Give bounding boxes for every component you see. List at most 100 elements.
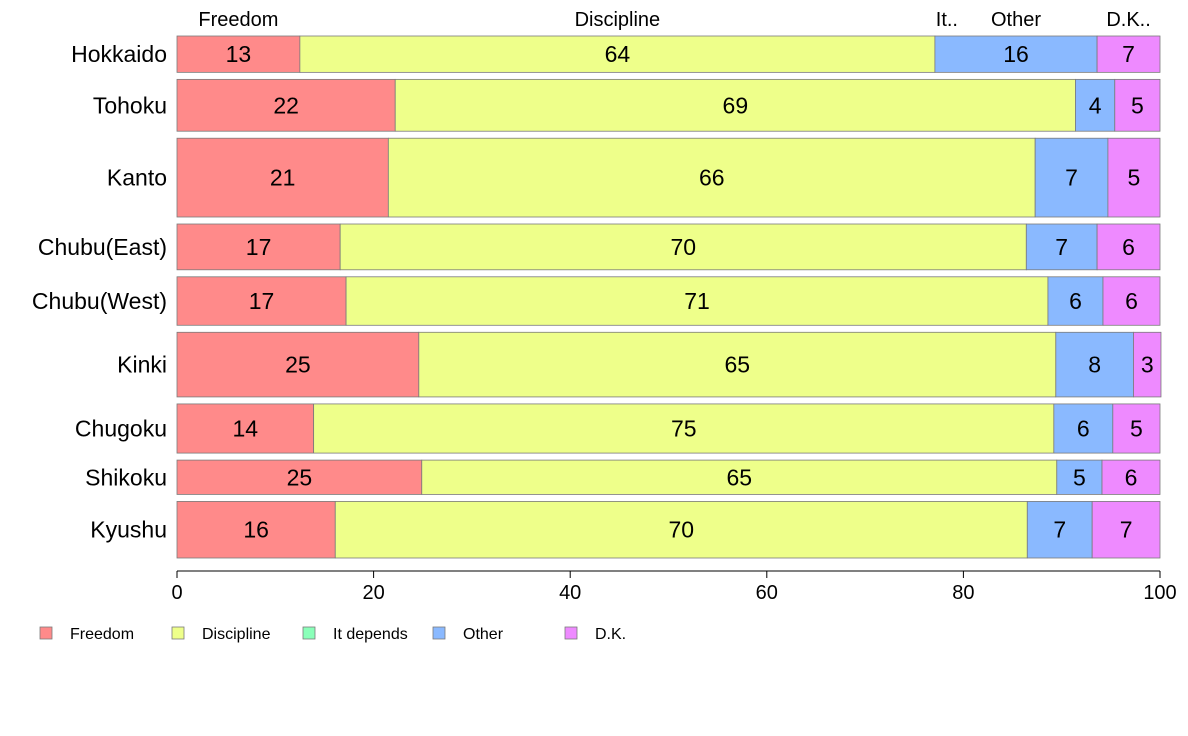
data-label: 22: [273, 92, 299, 118]
data-label: 7: [1120, 517, 1133, 543]
bar-segment-discipline-kinki: [418, 331, 1057, 398]
bar-segment-freedom-chubu-east: [176, 223, 341, 271]
region-labels: Hokkaido Tohoku Kanto Chubu(East) Chubu(West…: [32, 41, 167, 543]
x-tick-label: 20: [362, 582, 384, 604]
bar-segment-d-k-chubu-east: [1096, 223, 1161, 271]
x-tick-label: 100: [1143, 582, 1176, 604]
bar-row-chubu-east: 17 70 7 6: [176, 223, 1161, 271]
x-axis: 0 20 40 60 80 100: [171, 570, 1177, 604]
x-tick-label: 60: [756, 582, 778, 604]
legend-swatch: [39, 626, 53, 640]
bar-row-kinki: 25 65 8 3: [176, 331, 1162, 398]
legend-swatch: [302, 626, 316, 640]
bar-segment-freedom-chugoku: [176, 403, 315, 454]
legend-label: Other: [463, 626, 504, 643]
region-label-chubu-east: Chubu(East): [38, 234, 167, 260]
bar-row-kyushu: 16 70 7 7: [176, 501, 1161, 559]
bar-segment-d-k-chugoku: [1112, 403, 1161, 454]
bar-segment-freedom-chubu-west: [176, 276, 347, 326]
bar-segment-d-k-shikoku: [1101, 459, 1161, 495]
bars: 13 64 16 722 69 4 521 66 7 517 70 7 617 71 6 625 65 8 314 7…: [176, 35, 1162, 559]
data-label: 7: [1053, 517, 1066, 543]
data-label: 75: [671, 416, 697, 442]
data-label: 70: [668, 517, 694, 543]
bar-segment-freedom-kinki: [176, 331, 420, 398]
legend-item-other: Other: [432, 626, 504, 643]
bar-segment-d-k-kyushu: [1091, 501, 1161, 559]
column-label-d-k: D.K..: [1106, 9, 1150, 31]
region-label-kanto: Kanto: [107, 165, 167, 191]
data-label: 13: [226, 41, 252, 67]
bar-segment-discipline-kyushu: [334, 501, 1028, 559]
region-label-hokkaido: Hokkaido: [71, 41, 167, 67]
legend-item-it-depends: It depends: [302, 626, 408, 643]
column-label-discipline: Discipline: [575, 9, 661, 31]
data-label: 69: [723, 92, 749, 118]
data-label: 16: [1003, 41, 1029, 67]
region-label-kinki: Kinki: [117, 352, 167, 378]
data-label: 5: [1131, 92, 1144, 118]
bar-segment-discipline-hokkaido: [299, 35, 936, 73]
column-label-it-depends: It..: [936, 9, 958, 31]
bar-segment-discipline-chubu-west: [345, 276, 1049, 326]
legend: Freedom Discipline It depends Other D.K.: [39, 626, 626, 643]
legend-item-freedom: Freedom: [39, 626, 134, 643]
bar-row-kanto: 21 66 7 5: [176, 137, 1161, 218]
data-label: 7: [1065, 165, 1078, 191]
data-label: 21: [270, 165, 296, 191]
region-label-kyushu: Kyushu: [90, 517, 167, 543]
data-label: 17: [246, 234, 272, 260]
data-label: 71: [684, 288, 710, 314]
data-label: 5: [1073, 464, 1086, 490]
bar-segment-d-k-chubu-west: [1102, 276, 1161, 326]
data-label: 8: [1088, 352, 1101, 378]
bar-segment-other-tohoku: [1075, 78, 1116, 132]
legend-swatch: [432, 626, 446, 640]
data-label: 65: [726, 464, 752, 490]
data-label: 25: [287, 464, 313, 490]
column-label-freedom: Freedom: [198, 9, 278, 31]
bar-segment-other-hokkaido: [934, 35, 1098, 73]
bar-segment-d-k-hokkaido: [1096, 35, 1161, 73]
x-tick-label: 80: [952, 582, 974, 604]
data-label: 14: [233, 416, 259, 442]
bar-segment-d-k-kinki: [1133, 331, 1162, 398]
bar-segment-freedom-kanto: [176, 137, 389, 218]
data-label: 66: [699, 165, 725, 191]
bar-segment-d-k-kanto: [1107, 137, 1161, 218]
bar-segment-freedom-shikoku: [176, 459, 423, 495]
data-label: 6: [1069, 288, 1082, 314]
data-label: 6: [1077, 416, 1090, 442]
bar-segment-freedom-tohoku: [176, 78, 396, 132]
column-label-other: Other: [991, 9, 1041, 31]
region-label-shikoku: Shikoku: [85, 464, 167, 490]
bar-segment-other-kinki: [1055, 331, 1134, 398]
data-label: 3: [1141, 352, 1154, 378]
data-label: 70: [670, 234, 696, 260]
legend-item-d-k: D.K.: [564, 626, 626, 643]
bar-segment-other-kyushu: [1026, 501, 1093, 559]
bar-row-hokkaido: 13 64 16 7: [176, 35, 1161, 73]
data-label: 7: [1122, 41, 1135, 67]
legend-item-discipline: Discipline: [171, 626, 271, 643]
legend-label: Discipline: [202, 626, 271, 643]
data-label: 4: [1089, 92, 1102, 118]
data-label: 7: [1055, 234, 1068, 260]
data-label: 6: [1122, 234, 1135, 260]
legend-swatch: [171, 626, 185, 640]
bar-row-tohoku: 22 69 4 5: [176, 78, 1161, 132]
legend-label: It depends: [333, 626, 408, 643]
legend-label: D.K.: [595, 626, 626, 643]
legend-label: Freedom: [70, 626, 134, 643]
bar-segment-discipline-chubu-east: [339, 223, 1027, 271]
bar-segment-freedom-hokkaido: [176, 35, 301, 73]
data-label: 64: [605, 41, 631, 67]
data-label: 5: [1128, 165, 1141, 191]
data-label: 16: [243, 517, 269, 543]
bar-row-chugoku: 14 75 6 5: [176, 403, 1161, 454]
bar-segment-d-k-tohoku: [1114, 78, 1161, 132]
legend-swatch: [564, 626, 578, 640]
region-label-chubu-west: Chubu(West): [32, 288, 167, 314]
data-label: 65: [725, 352, 751, 378]
